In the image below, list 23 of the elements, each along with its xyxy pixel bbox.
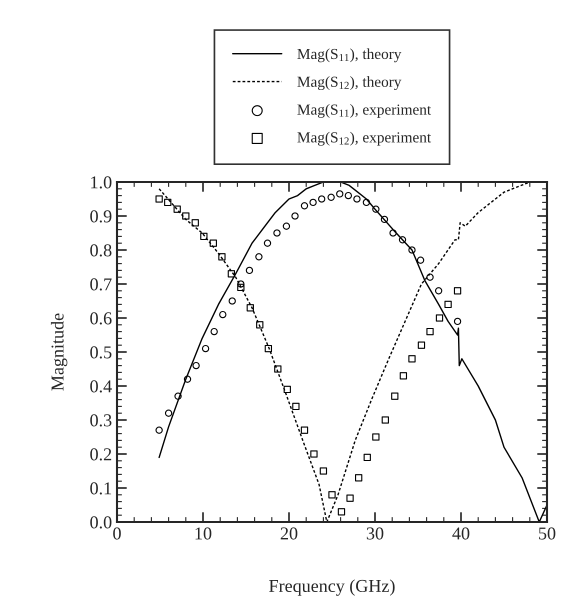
y-tick-label: 0.6 <box>90 312 112 325</box>
legend-label: Mag(S$_{11}$), theory <box>297 48 402 62</box>
y-axis-title: Magnitude <box>50 314 68 391</box>
x-tick-label: 10 <box>196 527 212 540</box>
y-tick-label: 0.9 <box>90 210 112 223</box>
y-tick-label: 0.5 <box>90 346 112 359</box>
x-tick-label: 20 <box>280 527 298 540</box>
x-axis-title: Frequency (GHz) <box>269 579 395 596</box>
y-tick-label: 0.3 <box>90 414 112 427</box>
x-tick-label: 50 <box>539 527 556 540</box>
y-tick-label: 0.8 <box>90 244 112 257</box>
y-tick-label: 0.2 <box>90 448 112 461</box>
y-tick-label: 0.4 <box>90 380 112 393</box>
x-tick-label: 0 <box>113 527 121 540</box>
x-tick-label: 40 <box>452 527 470 540</box>
x-tick-label: 30 <box>366 527 384 540</box>
y-tick-label: 0.0 <box>90 516 112 529</box>
y-tick-label: 1.0 <box>91 176 112 189</box>
y-tick-label: 0.1 <box>90 482 112 495</box>
legend-label: Mag(S$_{11}$), experiment <box>297 104 432 118</box>
legend-label: Mag(S$_{12}$), theory <box>297 76 402 90</box>
legend-label: Mag(S$_{12}$), experiment <box>297 132 432 146</box>
y-tick-label: 0.7 <box>90 278 112 291</box>
